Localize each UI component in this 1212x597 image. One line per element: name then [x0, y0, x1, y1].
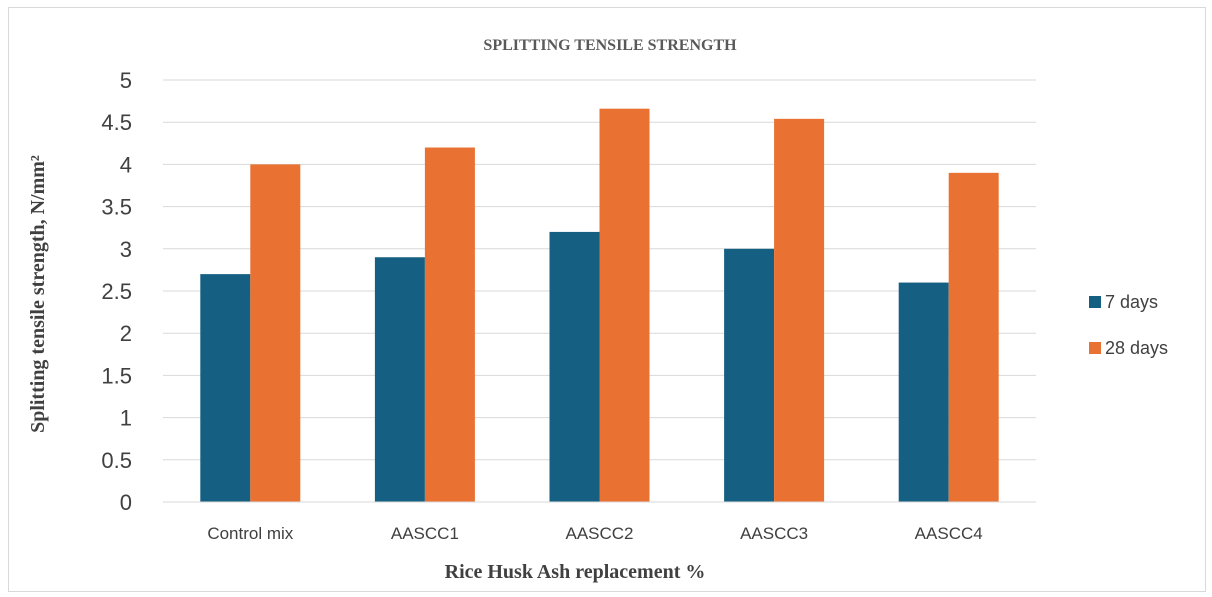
- y-tick-label: 4.5: [101, 110, 132, 135]
- bar-series-2: [948, 172, 999, 502]
- y-tick-label: 3: [120, 237, 132, 262]
- legend-label: 28 days: [1105, 338, 1168, 358]
- y-tick-label: 1: [120, 406, 132, 431]
- bar-series-2: [599, 108, 650, 503]
- y-axis-ticks: 0 0.5 1 1.5 2 2.5 3 3.5 4 4.5 5: [101, 68, 132, 515]
- x-axis-title: Rice Husk Ash replacement %: [445, 561, 706, 583]
- x-category-label: AASCC4: [915, 524, 983, 543]
- x-category-label: AASCC2: [565, 524, 633, 543]
- bar-series-1: [724, 248, 775, 502]
- y-tick-label: 3.5: [101, 195, 132, 220]
- bar-series-2: [250, 164, 301, 502]
- y-tick-label: 0.5: [101, 448, 132, 473]
- y-tick-label: 2: [120, 321, 132, 346]
- chart-title: SPLITTING TENSILE STRENGTH: [483, 37, 737, 54]
- y-axis-title: Splitting tensile strength, N/mm²: [27, 155, 49, 433]
- legend-swatch: [1089, 296, 1101, 308]
- legend-swatch: [1089, 342, 1101, 354]
- x-category-label: AASCC1: [391, 524, 459, 543]
- bar-series-1: [200, 274, 251, 502]
- bars: [200, 108, 999, 503]
- x-axis-categories: Control mix AASCC1 AASCC2 AASCC3 AASCC4: [207, 524, 982, 543]
- bar-series-1: [898, 282, 949, 502]
- bar-series-2: [774, 118, 825, 502]
- bar-series-1: [549, 231, 600, 503]
- x-category-label: AASCC3: [740, 524, 808, 543]
- x-category-label: Control mix: [207, 524, 293, 543]
- bar-series-2: [424, 147, 475, 502]
- y-tick-label: 0: [120, 490, 132, 515]
- y-tick-label: 4: [120, 152, 132, 177]
- legend: 7 days 28 days: [1089, 292, 1168, 358]
- bar-series-1: [374, 257, 425, 502]
- y-tick-label: 1.5: [101, 363, 132, 388]
- y-tick-label: 5: [120, 68, 132, 93]
- y-tick-label: 2.5: [101, 279, 132, 304]
- legend-label: 7 days: [1105, 292, 1158, 312]
